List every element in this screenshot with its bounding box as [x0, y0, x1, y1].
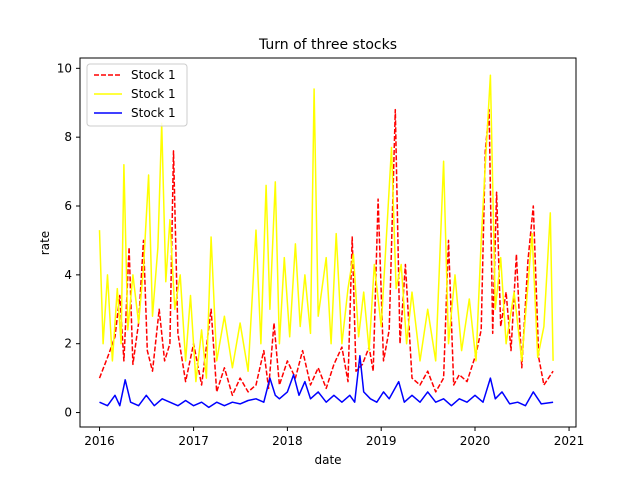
plot-frame	[79, 57, 577, 428]
series-line-3	[99, 354, 554, 409]
y-tick-label: 6	[64, 199, 72, 213]
chart-title: Turn of three stocks	[258, 37, 397, 53]
legend: Stock 1 Stock 1 Stock 1	[86, 63, 188, 127]
y-axis: 0 2 4 6 8 10	[57, 61, 80, 420]
y-tick-label: 8	[64, 130, 72, 144]
legend-label-2: Stock 1	[131, 87, 176, 101]
y-axis-label: rate	[38, 231, 52, 255]
x-axis: 2016 2017 2018 2019 2020 2021	[84, 427, 584, 448]
x-tick-label: 2020	[460, 434, 491, 448]
y-tick-label: 2	[64, 337, 72, 351]
y-tick-label: 0	[64, 406, 72, 420]
series-line-2	[98, 74, 554, 383]
x-tick-label: 2016	[84, 434, 115, 448]
legend-label-1: Stock 1	[131, 68, 176, 82]
x-tick-label: 2021	[554, 434, 585, 448]
x-axis-label: date	[314, 453, 341, 467]
y-tick-label: 10	[57, 61, 72, 75]
series-layer	[98, 74, 554, 409]
legend-box	[86, 63, 188, 127]
legend-label-3: Stock 1	[131, 106, 176, 120]
x-tick-label: 2017	[178, 434, 209, 448]
y-tick-label: 4	[64, 268, 72, 282]
x-tick-label: 2019	[366, 434, 397, 448]
x-tick-label: 2018	[272, 434, 303, 448]
